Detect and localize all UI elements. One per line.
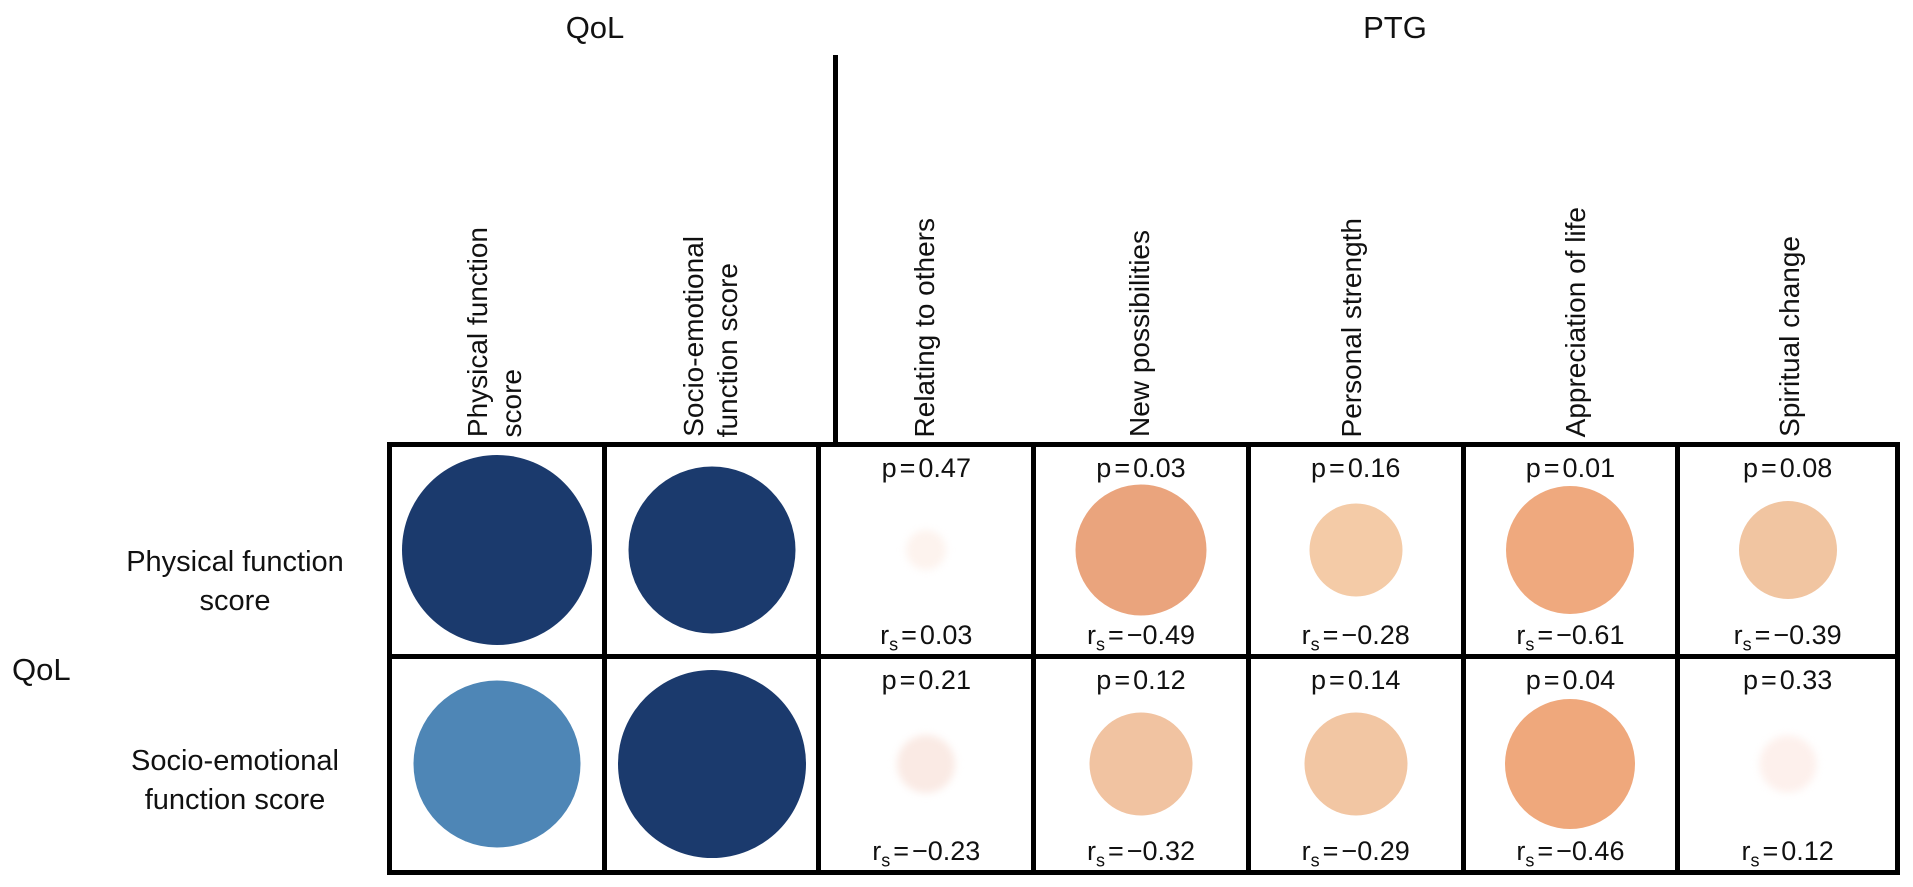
correlation-circle xyxy=(1075,484,1207,616)
r-value: rs = −0.29 xyxy=(1301,836,1410,871)
correlation-circle xyxy=(628,466,796,634)
r-value: rs = −0.46 xyxy=(1516,836,1625,871)
column-header-new-possibilities: New possibilities xyxy=(1123,230,1157,437)
row-header-line: score xyxy=(199,585,271,617)
column-header-spiritual-change: Spiritual change xyxy=(1773,236,1807,437)
cell-socio-emotional-vs-appreciation-of-life: p = 0.04 rs = −0.46 xyxy=(1466,658,1681,871)
p-value: p = 0.21 xyxy=(881,664,971,695)
column-header-socio-emotional-function-score: Socio-emotional function score xyxy=(677,236,745,437)
correlation-circle xyxy=(1505,699,1636,830)
r-value: rs = −0.28 xyxy=(1301,619,1410,654)
p-value: p = 0.33 xyxy=(1742,664,1833,695)
column-header-line: Appreciation of life xyxy=(1560,206,1591,437)
r-value: rs = 0.03 xyxy=(880,619,973,654)
p-value: p = 0.04 xyxy=(1525,664,1616,695)
row-header-line: Physical function xyxy=(126,546,344,578)
column-header-line: Physical function xyxy=(462,226,493,437)
correlation-circle xyxy=(906,530,947,571)
correlation-circle xyxy=(1304,712,1408,816)
correlation-circle xyxy=(413,680,581,848)
cell-socio-emotional-vs-personal-strength: p = 0.14 rs = −0.29 xyxy=(1251,658,1466,871)
correlation-circle xyxy=(617,670,806,859)
p-value: p = 0.14 xyxy=(1311,664,1401,695)
cell-physical-vs-appreciation-of-life: p = 0.01 rs = −0.61 xyxy=(1465,447,1681,659)
row-header-socio-emotional-function-score: Socio-emotional function score xyxy=(60,742,410,820)
p-value: p = 0.12 xyxy=(1096,664,1186,695)
row-header-line: Socio-emotional xyxy=(131,745,339,777)
correlation-circle xyxy=(897,735,956,794)
p-value: p = 0.47 xyxy=(881,453,971,483)
cell-physical-vs-spiritual-change: p = 0.08 rs = −0.39 xyxy=(1680,447,1895,659)
p-value: p = 0.16 xyxy=(1311,453,1401,483)
correlation-circle xyxy=(1309,503,1403,597)
column-header-line: Personal strength xyxy=(1336,217,1367,437)
column-header-personal-strength: Personal strength xyxy=(1335,218,1369,437)
cell-physical-vs-new-possibilities: p = 0.03 rs = −0.49 xyxy=(1036,447,1251,659)
r-value: rs = 0.12 xyxy=(1741,836,1834,871)
p-value: p = 0.08 xyxy=(1742,453,1833,483)
correlation-circle xyxy=(401,455,592,646)
correlation-circle xyxy=(1759,735,1817,793)
group-divider-line xyxy=(833,55,838,442)
cell-physical-vs-socio-emotional xyxy=(606,447,822,659)
cell-socio-emotional-vs-spiritual-change: p = 0.33 rs = 0.12 xyxy=(1680,659,1895,871)
row-header-line: function score xyxy=(144,784,326,816)
column-header-line: Spiritual change xyxy=(1774,236,1805,437)
correlation-grid: p = 0.47 rs = 0.03 p = 0.03 rs = −0.49 p = 0.16 rs… xyxy=(387,442,1900,875)
r-value: rs = −0.49 xyxy=(1086,619,1196,654)
column-header-line: Relating to others xyxy=(909,217,940,437)
correlation-circle xyxy=(1738,501,1837,600)
correlation-circle xyxy=(1506,486,1635,615)
p-value: p = 0.01 xyxy=(1525,453,1616,483)
cell-physical-vs-personal-strength: p = 0.16 rs = −0.28 xyxy=(1250,447,1466,659)
row-header-physical-function-score: Physical function score xyxy=(60,543,410,621)
r-value: rs = −0.39 xyxy=(1733,619,1842,654)
column-header-relating-to-others: Relating to others xyxy=(908,218,942,437)
cell-physical-vs-physical xyxy=(392,447,607,659)
column-header-line: Socio-emotional xyxy=(678,236,709,437)
cell-physical-vs-relating-to-others: p = 0.47 rs = 0.03 xyxy=(821,447,1037,659)
column-group-label-qol: QoL xyxy=(565,10,625,45)
column-group-label-ptg: PTG xyxy=(1363,10,1427,45)
r-value: rs = −0.61 xyxy=(1516,619,1625,654)
column-header-physical-function-score: Physical function score xyxy=(461,227,529,437)
column-header-line: New possibilities xyxy=(1124,230,1155,437)
column-header-appreciation-of-life: Appreciation of life xyxy=(1559,207,1593,437)
cell-socio-emotional-vs-new-possibilities: p = 0.12 rs = −0.32 xyxy=(1036,658,1251,871)
column-header-line: function score xyxy=(712,262,743,437)
p-value: p = 0.03 xyxy=(1096,453,1186,483)
cell-socio-emotional-vs-socio-emotional xyxy=(607,658,822,870)
row-group-label-qol: QoL xyxy=(12,652,71,687)
column-header-line: score xyxy=(496,368,527,437)
correlation-circle xyxy=(1089,712,1193,816)
r-value: rs = −0.23 xyxy=(872,836,981,871)
cell-socio-emotional-vs-physical xyxy=(392,658,607,870)
r-value: rs = −0.32 xyxy=(1086,836,1196,871)
cell-socio-emotional-vs-relating-to-others: p = 0.21 rs = −0.23 xyxy=(821,658,1037,871)
